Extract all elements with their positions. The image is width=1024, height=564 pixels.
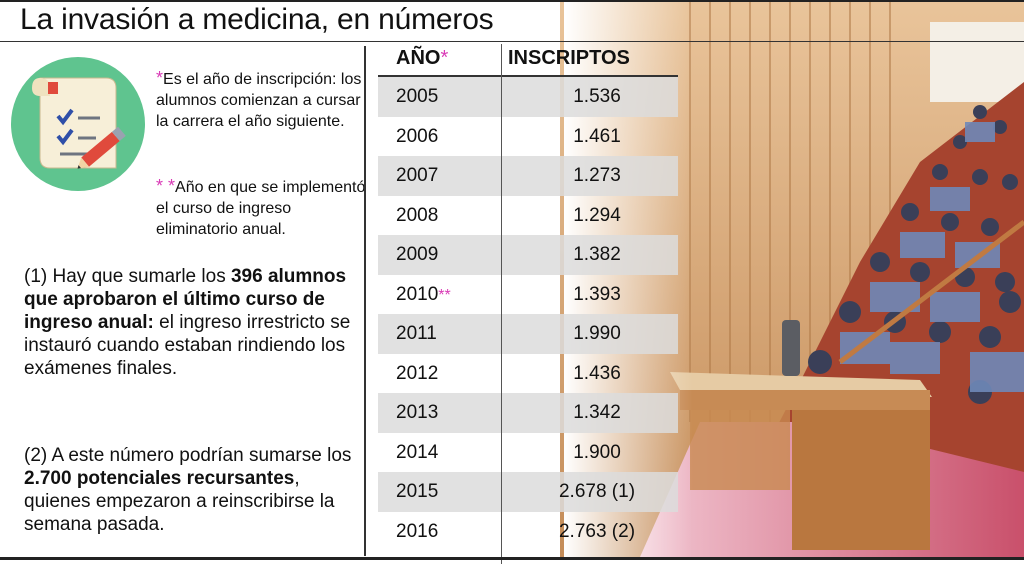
footnote-1-suffix: el ingreso irrestricto se instauró cuand… — [24, 312, 351, 379]
table-row: 2015 2.678 (1) — [378, 472, 678, 512]
row-year-label: 2011 — [396, 323, 437, 344]
row-year: 2008 — [396, 205, 438, 227]
row-value: 1.436 — [573, 362, 621, 384]
row-value: 1.382 — [573, 244, 621, 265]
footnote-2: (2) A este número podrían sumarse los 2.… — [24, 444, 354, 536]
row-year-label: 2016 — [396, 520, 439, 542]
row-value: 1.990 — [573, 323, 621, 344]
table-row: 2009 1.382 — [378, 235, 678, 275]
note-year-of-enrollment: *Es el año de inscripción: los alumnos c… — [156, 68, 366, 132]
header-inscriptos: INSCRIPTOS — [508, 47, 630, 69]
row-year: 2014 — [396, 442, 438, 464]
row-value: 1.461 — [573, 125, 621, 147]
bottom-rule — [0, 557, 1024, 560]
note-course-implemented: * *Año en que se implementó el curso de … — [156, 176, 366, 240]
top-rule — [0, 0, 1024, 2]
row-year-label: 2014 — [396, 441, 439, 463]
footnote-2-bold: 2.700 potenciales recursantes — [24, 468, 295, 489]
row-year: 2005 — [396, 86, 438, 108]
table-row: 2006 1.461 — [378, 117, 678, 157]
row-year-label: 2015 — [396, 481, 439, 502]
title-rule — [0, 41, 1024, 42]
table-row: 2007 1.273 — [378, 156, 678, 196]
row-year-label: 2012 — [396, 362, 439, 384]
page-title: La invasión a medicina, en números — [20, 3, 494, 36]
row-year: 2011 — [396, 323, 437, 345]
note2-text: Año en que se implementó el curso de ing… — [156, 179, 366, 238]
row-year-label: 2013 — [396, 402, 439, 423]
row-value: 1.342 — [573, 402, 621, 423]
note1-text: Es el año de inscripción: los alumnos co… — [156, 71, 362, 130]
header-year: AÑO* — [396, 47, 448, 70]
enrollment-table: AÑO* INSCRIPTOS 2005 1.536 2006 1.461 2007 1.… — [378, 44, 678, 564]
row-year-label: 2008 — [396, 204, 439, 226]
table-row: 2014 1.900 — [378, 433, 678, 473]
table-row: 2008 1.294 — [378, 196, 678, 236]
table-row: 2013 1.342 — [378, 393, 678, 433]
header-year-star: * — [440, 47, 449, 69]
table-row: 2011 1.990 — [378, 314, 678, 354]
row-year-label: 2010 — [396, 283, 439, 305]
row-value: 2.763 (2) — [558, 520, 636, 542]
row-value: 1.294 — [573, 204, 621, 226]
row-year: 2016 — [396, 521, 438, 543]
table-row: 2012 1.436 — [378, 354, 678, 394]
footnote-2-prefix: (2) A este número podrían sumarse los — [24, 445, 352, 466]
table-row: 2010** 1.393 — [378, 275, 678, 315]
row-value: 1.536 — [573, 86, 621, 107]
table-column-divider — [501, 44, 502, 564]
row-year-label: 2005 — [396, 86, 439, 107]
row-year-label: 2006 — [396, 125, 439, 147]
footnote-2-suffix: , quienes empezaron a reinscribirse la s… — [24, 468, 335, 535]
footnote-1-bold: 396 alumnos que aprobaron el último curs… — [24, 266, 347, 333]
row-year: 2009 — [396, 244, 438, 266]
lecture-hall-photo — [560, 2, 1024, 557]
row-value: 1.393 — [573, 283, 621, 305]
footnote-1-prefix: (1) Hay que sumarle los — [24, 266, 231, 287]
note1-star: * — [156, 68, 164, 88]
header-year-label: AÑO — [396, 47, 441, 69]
note2-star: * * — [156, 176, 176, 196]
row-year-label: 2007 — [396, 165, 439, 186]
row-year: 2010** — [396, 284, 451, 306]
row-year: 2012 — [396, 363, 438, 385]
row-year-star: ** — [438, 286, 451, 304]
row-value: 1.900 — [573, 441, 621, 463]
table-header: AÑO* INSCRIPTOS — [378, 44, 678, 77]
column-divider — [364, 46, 366, 556]
row-value: 2.678 (1) — [558, 481, 636, 502]
row-year: 2007 — [396, 165, 438, 187]
checklist-pencil-icon — [10, 56, 146, 192]
footnote-1: (1) Hay que sumarle los 396 alumnos que … — [24, 265, 354, 380]
table-row: 2016 2.763 (2) — [378, 512, 678, 552]
table-row: 2005 1.536 — [378, 77, 678, 117]
table-body: 2005 1.536 2006 1.461 2007 1.273 2008 1.294 2009… — [378, 77, 678, 551]
row-year: 2006 — [396, 126, 438, 148]
row-year: 2015 — [396, 481, 438, 503]
row-value: 1.273 — [573, 165, 621, 186]
row-year-label: 2009 — [396, 244, 439, 265]
row-year: 2013 — [396, 402, 438, 424]
